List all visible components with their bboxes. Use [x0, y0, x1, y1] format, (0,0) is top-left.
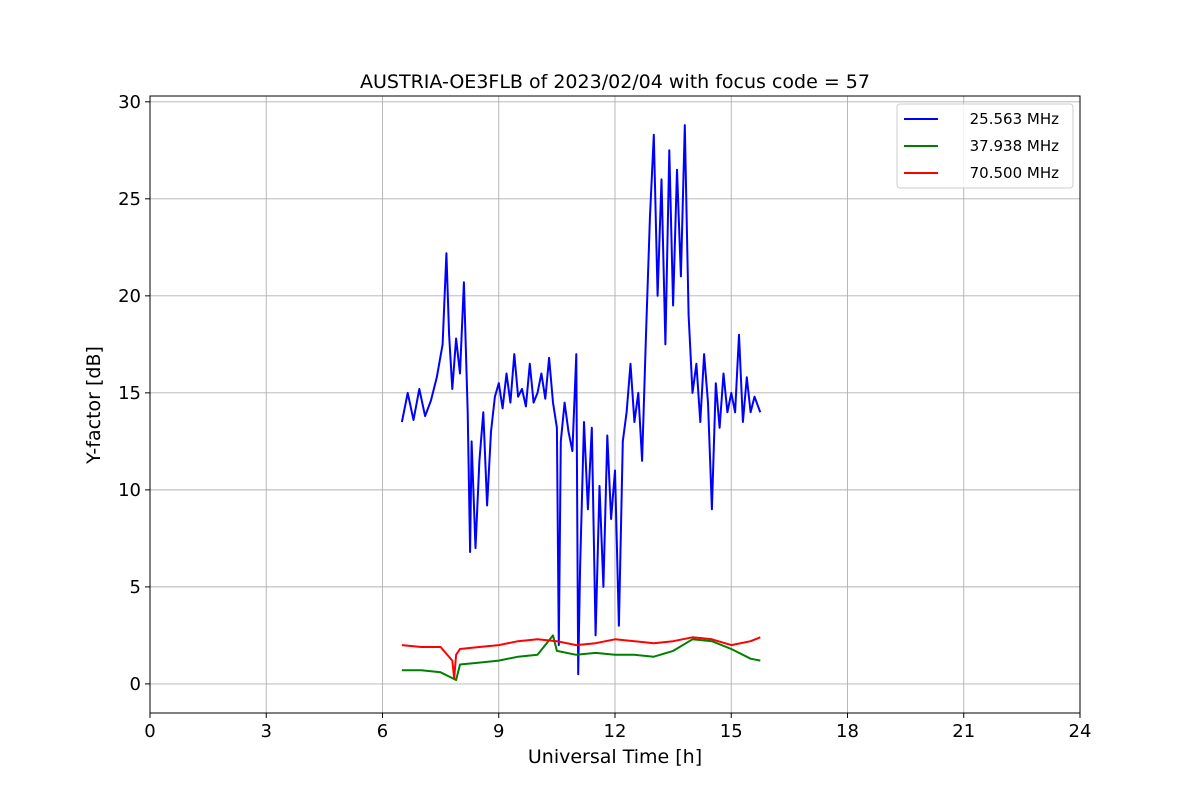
- legend-box: [896, 103, 1074, 189]
- legend: 25.563 MHz 37.938 MHz 70.500 MHz: [896, 103, 1074, 189]
- series-line-1: [400, 124, 762, 676]
- x-axis: 0 3 6 9 12 15 18 21 24: [144, 713, 1091, 742]
- x-tick-label: 3: [261, 721, 272, 742]
- x-tick-label: 24: [1069, 721, 1092, 742]
- x-axis-label: Universal Time [h]: [528, 746, 702, 768]
- y-tick-label: 10: [118, 480, 141, 501]
- y-axis: 0 5 10 15 20 25 30: [118, 92, 150, 695]
- x-tick-label: 6: [377, 721, 388, 742]
- y-tick-label: 20: [118, 286, 141, 307]
- y-tick-label: 5: [130, 577, 141, 598]
- x-tick-label: 21: [952, 721, 975, 742]
- x-tick-label: 12: [604, 721, 627, 742]
- y-axis-label: Y-factor [dB]: [83, 346, 105, 465]
- x-tick-label: 15: [720, 721, 743, 742]
- series-layer: [400, 124, 762, 681]
- x-tick-label: 18: [836, 721, 859, 742]
- y-tick-label: 0: [130, 674, 141, 695]
- y-tick-label: 15: [118, 383, 141, 404]
- y-tick-label: 25: [118, 189, 141, 210]
- y-tick-label: 30: [118, 92, 141, 113]
- series-line-3: [401, 636, 761, 680]
- legend-label-2: 37.938 MHz: [970, 137, 1059, 155]
- chart-title: AUSTRIA-OE3FLB of 2023/02/04 with focus …: [360, 71, 870, 93]
- legend-label-1: 25.563 MHz: [970, 110, 1059, 128]
- series-line-2: [401, 634, 761, 681]
- x-tick-label: 0: [144, 721, 155, 742]
- x-tick-label: 9: [493, 721, 504, 742]
- legend-label-3: 70.500 MHz: [970, 164, 1059, 182]
